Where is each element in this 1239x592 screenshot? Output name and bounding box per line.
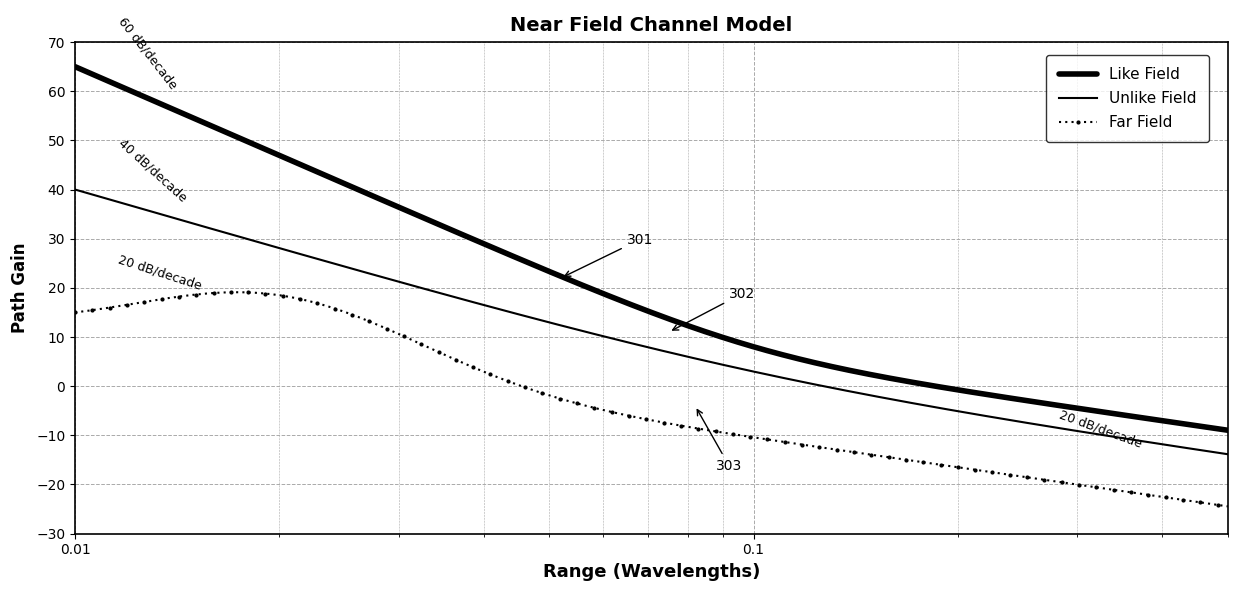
Like Field xyxy=(534,265,549,272)
Unlike Field xyxy=(860,391,875,398)
Legend: Like Field, Unlike Field, Far Field: Like Field, Unlike Field, Far Field xyxy=(1047,54,1209,143)
Far Field xyxy=(989,469,1004,477)
Far Field xyxy=(229,289,244,296)
Far Field xyxy=(968,466,983,474)
Line: Like Field: Like Field xyxy=(76,67,1228,430)
X-axis label: Range (Wavelengths): Range (Wavelengths) xyxy=(543,563,761,581)
Like Field xyxy=(966,389,981,396)
Line: Far Field: Far Field xyxy=(72,289,1230,509)
Unlike Field xyxy=(186,220,201,227)
Like Field xyxy=(987,392,1002,399)
Text: 20 dB/decade: 20 dB/decade xyxy=(116,253,203,293)
Title: Near Field Channel Model: Near Field Channel Model xyxy=(510,16,793,35)
Far Field xyxy=(186,291,201,298)
Far Field xyxy=(860,451,875,458)
Text: 302: 302 xyxy=(673,287,756,330)
Text: 60 dB/decade: 60 dB/decade xyxy=(116,15,180,91)
Far Field xyxy=(535,390,550,397)
Text: 20 dB/decade: 20 dB/decade xyxy=(1057,408,1144,450)
Like Field xyxy=(860,370,875,377)
Like Field xyxy=(1220,427,1235,434)
Unlike Field xyxy=(575,327,590,334)
Unlike Field xyxy=(534,317,549,324)
Far Field xyxy=(68,309,83,316)
Unlike Field xyxy=(987,414,1002,421)
Far Field xyxy=(576,402,591,409)
Line: Unlike Field: Unlike Field xyxy=(76,189,1228,454)
Text: 40 dB/decade: 40 dB/decade xyxy=(116,136,190,204)
Y-axis label: Path Gain: Path Gain xyxy=(11,243,28,333)
Unlike Field xyxy=(1220,451,1235,458)
Text: 301: 301 xyxy=(565,233,653,276)
Like Field xyxy=(186,114,201,121)
Unlike Field xyxy=(68,186,83,193)
Like Field xyxy=(68,63,83,70)
Far Field xyxy=(1220,503,1235,510)
Text: 303: 303 xyxy=(698,410,742,473)
Unlike Field xyxy=(966,410,981,417)
Like Field xyxy=(575,282,590,289)
